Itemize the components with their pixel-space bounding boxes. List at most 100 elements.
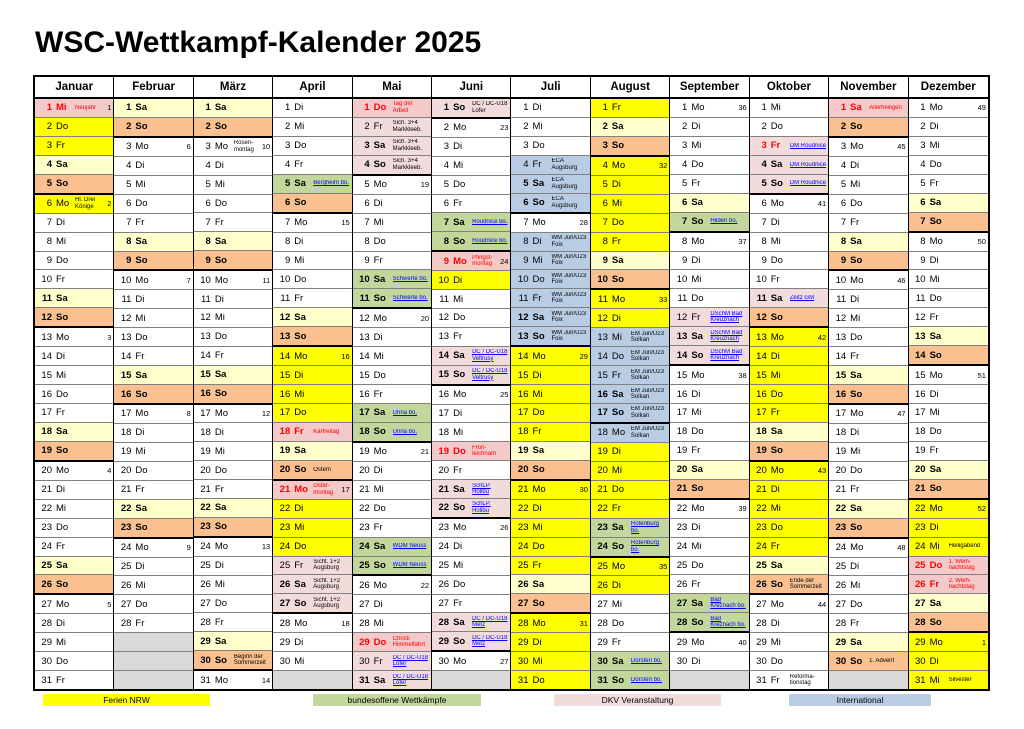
empty-cell [670,670,749,690]
weekday-label: Di [373,465,383,477]
weekday-label: Sa [850,236,862,248]
event-link[interactable]: DM Roudnice [789,180,827,187]
event-link[interactable]: Unna bo. [392,409,418,416]
day-number: 18 [915,426,926,438]
day-cell: 15 Do [352,365,432,385]
day-number: 21 [41,484,52,496]
event-link[interactable]: Schwerte bo. [392,295,428,302]
event-link[interactable]: DSchM Bad Kreuznach [710,310,743,324]
event-link[interactable]: Dorsten bo. [630,676,662,683]
page-title: WSC-Wettkampf-Kalender 2025 [35,26,482,59]
event-link[interactable]: DSchM Bad Kreuznach [710,348,743,362]
event-link[interactable]: DC / DC-U18 Lofer [392,673,428,687]
weekday-label: Sa [770,159,783,171]
event-link[interactable]: Bad Kreznach bo. [710,596,746,610]
day-number: 31 [597,674,608,686]
day-cell: 27 Di [352,594,432,614]
day-cell: 26 Fr [670,574,749,594]
weekday-label: Do [850,331,863,343]
weekday-label: So [453,235,466,247]
event-link[interactable]: Hilden bo. [710,218,738,225]
month-header: Oktober [749,77,829,99]
day-cell: 3 Mi [908,135,988,155]
weekday-label: So [294,597,307,609]
day-number: 1 [205,102,211,114]
day-number: 14 [438,350,450,362]
weekday-label: Mi [611,198,622,210]
event-link[interactable]: SchLP. Holibu [472,482,491,496]
day-note: Sich. 3+4 Markkleeb. [392,139,422,152]
month-header: September [670,77,749,99]
day-number: 19 [597,446,608,458]
day-number: 26 [597,579,608,591]
weekday-label: Di [532,369,542,381]
day-note: Sich. 3+4 Markkleeb. [392,120,422,133]
day-number: 9 [920,254,926,266]
weekday-label: Fr [611,102,621,114]
event-link[interactable]: WDM Neuss [392,543,427,550]
event-link[interactable]: SchLP. Holibu [472,501,491,514]
event-link[interactable]: Bergheim bo. [313,180,349,187]
weekday-label: Di [453,274,463,286]
event-link[interactable]: Dorsten bo. [630,657,662,664]
weekday-label: Di [929,388,939,400]
day-cell: 23 Do [749,517,829,537]
event-link[interactable]: DC / DC-U18 Metz [472,615,508,629]
event-link[interactable]: Unna bo. [392,428,418,435]
day-cell: 16 Mi [273,384,352,403]
weekday-label: Fr [453,464,463,476]
week-number: 10 [261,142,271,152]
weekday-label: Mo [691,369,705,381]
weekday-label: So [453,635,466,647]
day-number: 24 [835,542,847,554]
week-number: 9 [186,543,191,553]
weekday-label: Mo [850,274,864,286]
weekday-label: Do [373,503,386,515]
day-cell: 21 Fr [114,479,193,499]
weekday-label: Mi [294,121,305,133]
day-number: 3 [761,140,767,152]
event-link[interactable]: DSchM Bad Kreuznach [710,329,743,343]
weekday-label: Fr [214,216,224,228]
event-link[interactable]: Roudnice bo. [472,238,508,245]
event-link[interactable]: Schwerte bo. [392,276,428,283]
day-cell: 29 Do Christi Himmelfahrt [352,632,432,652]
weekday-label: Do [929,559,943,571]
day-cell: 11 Di [193,289,273,308]
day-cell: 6 Do [193,193,273,213]
day-number: 25 [200,560,211,572]
day-cell: 17 Mo 12 [193,402,273,423]
weekday-label: Mi [294,388,305,400]
day-cell: 12 Fr [908,307,988,327]
event-link[interactable]: DM Roudnice [789,142,827,149]
day-number: 11 [836,293,847,305]
day-number: 28 [438,616,450,628]
weekday-label: So [56,578,69,590]
event-link[interactable]: Rotenburg bo. [630,540,659,553]
day-cell: 12 So [749,307,829,327]
event-link[interactable]: Bad Kreznach bo. [710,615,746,629]
day-cell: 18 Di [829,422,908,442]
event-link[interactable]: DC / DC-U18 Lofer [392,654,428,668]
day-number: 14 [756,350,767,362]
day-number: 7 [205,216,211,228]
weekday-label: Do [453,579,466,591]
day-number: 31 [756,674,767,686]
event-link[interactable]: Zeitz GM [789,295,815,302]
day-number: 7 [284,217,291,229]
event-link[interactable]: DC / DC-U18 Metz [472,634,508,648]
event-link[interactable]: WDM Neuss [392,562,427,569]
day-cell: 25 Do [670,555,749,575]
weekday-label: Mi [373,350,384,362]
event-link[interactable]: Roudnice bo. [472,219,508,226]
day-number: 22 [359,503,370,515]
event-link[interactable]: Rotenburg bo. [630,521,659,534]
day-number: 7 [523,217,529,229]
event-link[interactable]: DM Roudnice [789,161,827,168]
event-link[interactable]: DC / DC-U18 Veltrusy [472,368,508,381]
day-number: 26 [676,578,688,590]
event-link[interactable]: DC / DC-U18 Veltrusy [472,349,508,362]
day-number: 31 [200,674,211,686]
day-cell: 18 Sa [35,421,114,441]
day-number: 25 [756,559,767,571]
